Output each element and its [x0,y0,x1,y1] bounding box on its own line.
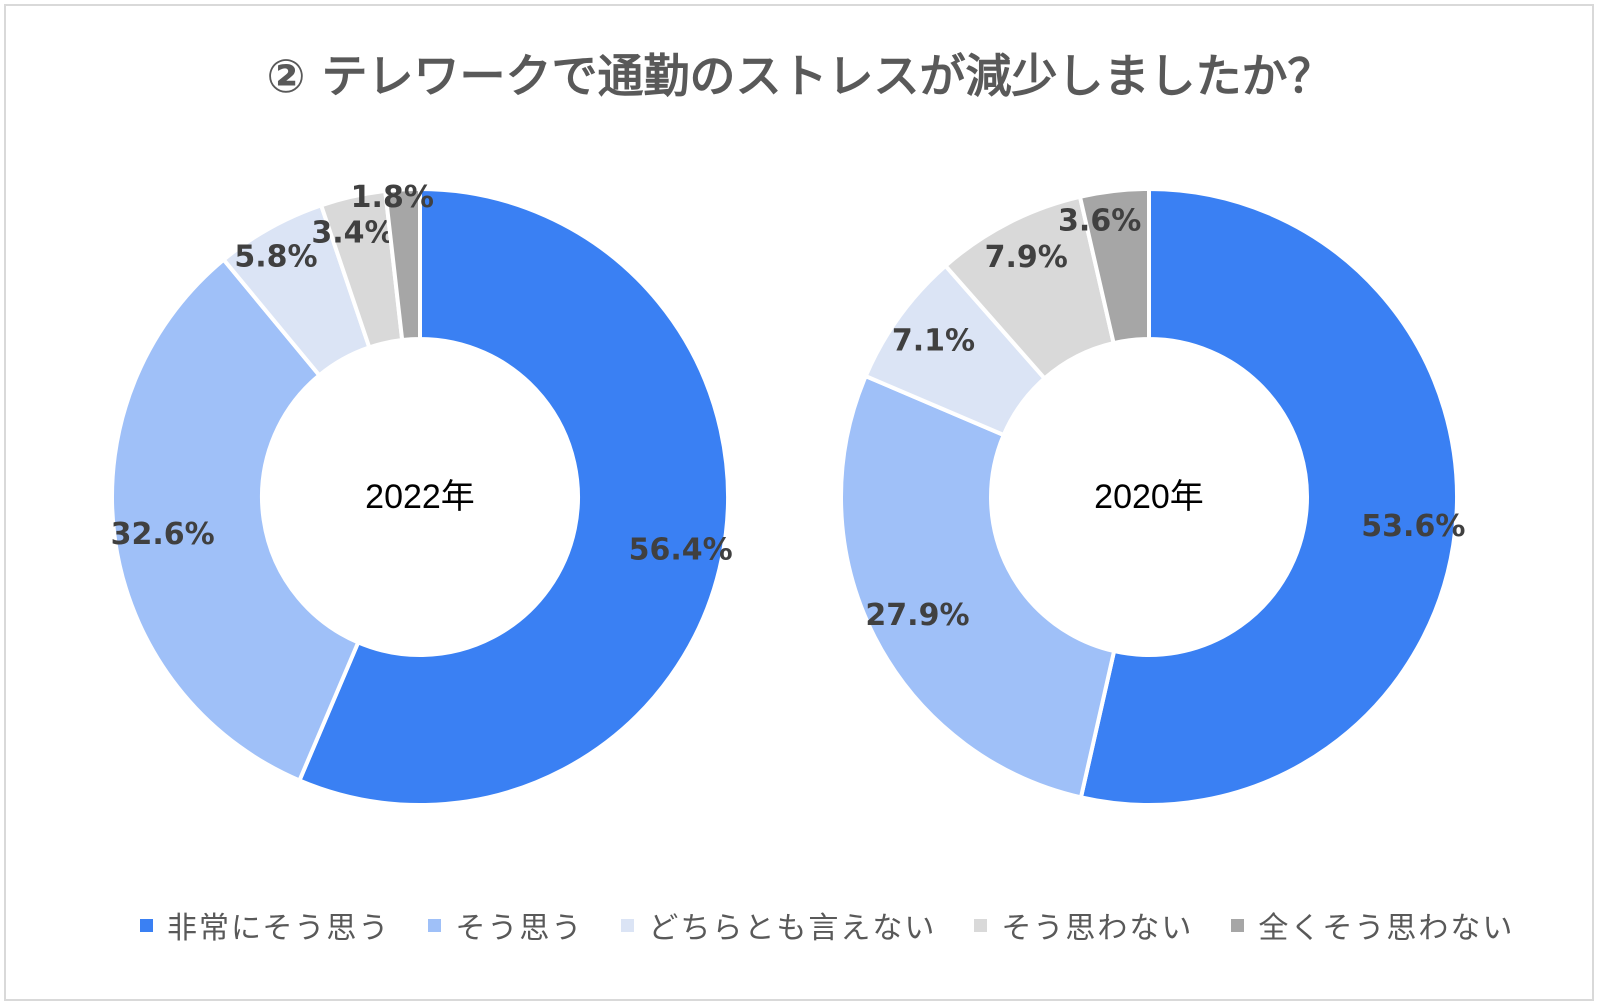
slice-label: 3.6% [1058,203,1141,238]
legend-item-very-agree: 非常にそう思う [140,903,390,947]
slice-label: 7.9% [985,240,1068,275]
legend-label: そう思わない [1001,911,1194,946]
slice-label: 56.4% [629,533,733,568]
slice-label: 1.8% [351,180,434,215]
legend-label: 非常にそう思う [167,911,391,946]
legend-swatch [140,918,153,932]
slice-label: 27.9% [865,598,969,633]
donut-slice [1078,186,1459,807]
legend-item-agree: そう思う [428,903,583,947]
legend-label: 全くそう思わない [1258,911,1515,946]
legend-item-neutral: どちらとも言えない [621,903,936,947]
slice-label: 5.8% [234,239,317,274]
donut-chart-2022: 56.4% 32.6% 5.8%3.4%1.8% 2022年 [110,180,733,807]
donut-center-label: 2020年 [1094,478,1204,516]
donut-center-label: 2022年 [365,478,475,516]
slice-label: 3.4% [311,216,394,251]
legend-label: どちらとも言えない [648,911,937,946]
donut-slice [839,373,1117,800]
legend-label: そう思う [455,911,584,946]
legend: 非常にそう思う そう思う どちらとも言えない そう思わない 全くそう思わない [140,900,1520,950]
legend-swatch [621,918,635,932]
chart-title: ② テレワークで通勤のストレスが減少しましたか？ [266,49,1334,103]
legend-item-disagree: そう思わない [974,903,1193,947]
slice-label: 53.6% [1361,509,1465,544]
donut-slice [110,256,361,784]
donut-slice [296,186,730,807]
legend-swatch [974,918,988,932]
slice-label: 32.6% [111,517,215,552]
donut-slice [383,186,422,343]
legend-item-strongly-disagree: 全くそう思わない [1231,903,1514,947]
donut-chart-2020: 53.6% 27.9% 7.1% 7.9%3.6% 2020年 [839,186,1465,807]
legend-swatch [1231,918,1245,932]
legend-swatch [428,918,442,932]
slice-label: 7.1% [892,324,975,359]
donut-slice [1077,186,1151,346]
